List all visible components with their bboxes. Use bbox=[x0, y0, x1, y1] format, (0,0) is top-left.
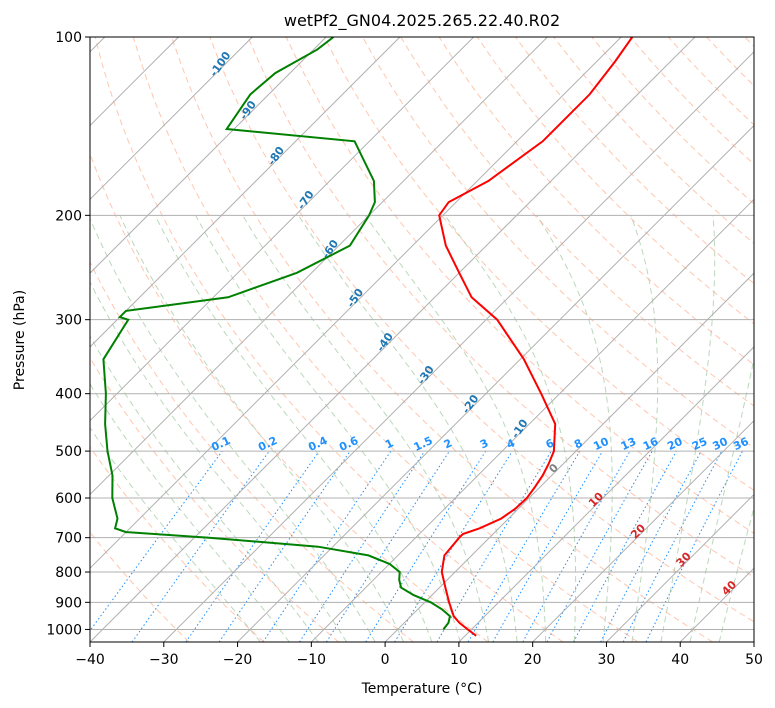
moist-adiabat bbox=[444, 215, 577, 642]
isotherm bbox=[90, 37, 622, 569]
mixing-ratio-line bbox=[299, 450, 426, 642]
x-tick-label: 20 bbox=[524, 652, 542, 668]
y-tick-label: 800 bbox=[55, 565, 82, 581]
x-axis-label: Temperature (°C) bbox=[361, 681, 483, 697]
y-tick-label: 100 bbox=[55, 30, 82, 46]
mixing-ratio-label: 30 bbox=[711, 435, 731, 453]
dry-adiabat bbox=[515, 37, 754, 285]
dry-adiabat bbox=[285, 37, 754, 535]
mixing-ratio-line bbox=[394, 450, 513, 642]
mixing-ratio-lines bbox=[90, 450, 743, 642]
mixing-ratio-label: 13 bbox=[619, 435, 638, 453]
x-tick-label: 30 bbox=[598, 652, 616, 668]
x-tick-label: 40 bbox=[671, 652, 689, 668]
isobars bbox=[90, 37, 754, 630]
mixing-ratio-line bbox=[262, 450, 392, 642]
mixing-ratio-line bbox=[185, 450, 320, 642]
y-tick-label: 600 bbox=[55, 491, 82, 507]
moist-adiabat bbox=[119, 215, 405, 642]
isotherm bbox=[163, 51, 754, 642]
y-tick-label: 700 bbox=[55, 531, 82, 547]
y-tick-label: 1000 bbox=[46, 622, 82, 638]
mixing-ratio-line bbox=[218, 450, 351, 642]
isotherm bbox=[384, 272, 754, 642]
dry-adiabat bbox=[90, 260, 414, 642]
x-tick-label: 50 bbox=[745, 652, 763, 668]
isotherm bbox=[90, 37, 401, 348]
mixing-ratio-line bbox=[645, 450, 743, 642]
x-tick-label: 10 bbox=[450, 652, 468, 668]
y-tick-label: 400 bbox=[55, 387, 82, 403]
mixing-ratio-label: 20 bbox=[665, 435, 685, 453]
y-tick-label: 300 bbox=[55, 313, 82, 329]
isotherm bbox=[90, 37, 696, 642]
plot-area: 0.1 0.2 0.4 0.6 1 1.5 2 3 4 6 8 10 13 16 20 25 30 36 -100… bbox=[90, 37, 754, 642]
dry-adiabat bbox=[94, 37, 564, 642]
dry-adiabat bbox=[90, 446, 265, 642]
y-axis-ticks: 100 200 300 400 500 600 700 800 900 1000 bbox=[46, 30, 90, 638]
mixing-ratio-line bbox=[131, 450, 270, 642]
mixing-ratio-line bbox=[546, 450, 653, 642]
x-tick-label: −20 bbox=[223, 652, 253, 668]
dry-adiabat bbox=[132, 37, 639, 642]
mixing-ratio-label: 25 bbox=[690, 435, 709, 453]
y-axis-label: Pressure (hPa) bbox=[12, 290, 28, 390]
dry-adiabat bbox=[323, 37, 754, 491]
mixing-ratio-line bbox=[90, 450, 223, 632]
temperature-line bbox=[438, 37, 634, 637]
dry-adiabat bbox=[476, 37, 754, 325]
dewpoint-line bbox=[102, 37, 452, 631]
x-tick-label: −30 bbox=[149, 652, 179, 668]
mixing-ratio-label: 10 bbox=[591, 435, 611, 453]
moist-adiabat bbox=[154, 215, 433, 642]
moist-adiabat bbox=[630, 215, 659, 642]
mixing-ratio-label: 36 bbox=[731, 435, 751, 453]
x-tick-label: −40 bbox=[75, 652, 105, 668]
moist-adiabat bbox=[90, 217, 376, 642]
isotherms bbox=[90, 37, 754, 642]
x-tick-label: −10 bbox=[297, 652, 327, 668]
moist-adiabat bbox=[90, 383, 290, 642]
mixing-ratio-line bbox=[573, 450, 677, 642]
dry-adiabat bbox=[438, 37, 754, 366]
isotherm bbox=[237, 124, 754, 642]
x-tick-label: 0 bbox=[381, 652, 390, 668]
moist-adiabat bbox=[195, 215, 461, 642]
moist-adiabat bbox=[90, 426, 261, 642]
mixing-ratio-label: 16 bbox=[641, 435, 661, 453]
y-tick-label: 500 bbox=[55, 444, 82, 460]
plot-background bbox=[90, 37, 754, 642]
dry-adiabat bbox=[90, 356, 339, 642]
y-tick-label: 200 bbox=[55, 208, 82, 224]
dry-adiabat bbox=[209, 37, 754, 623]
dry-adiabat bbox=[171, 37, 713, 642]
moist-adiabat bbox=[536, 215, 613, 642]
dry-adiabat bbox=[247, 37, 754, 578]
isotherm bbox=[90, 37, 548, 496]
mixing-ratio-line bbox=[325, 450, 450, 642]
mixing-ratio-line bbox=[522, 450, 631, 642]
plot-frame bbox=[89, 36, 755, 643]
moist-adiabat bbox=[364, 215, 547, 642]
isotherm bbox=[90, 37, 475, 422]
isotherm bbox=[606, 493, 754, 642]
isotherm bbox=[458, 346, 754, 642]
isotherm bbox=[532, 419, 754, 642]
moist-adiabat bbox=[90, 335, 319, 642]
isotherm bbox=[90, 37, 327, 274]
isotherm bbox=[310, 198, 754, 642]
y-tick-label: 900 bbox=[55, 595, 82, 611]
x-axis-ticks: −40 −30 −20 −10 0 10 20 30 40 50 bbox=[75, 642, 763, 668]
chart-title: wetPf2_GN04.2025.265.22.40.R02 bbox=[284, 11, 560, 31]
moist-adiabat bbox=[90, 280, 348, 642]
dry-adiabats bbox=[90, 37, 754, 642]
isotherm bbox=[90, 37, 253, 201]
moist-adiabat bbox=[660, 215, 716, 642]
